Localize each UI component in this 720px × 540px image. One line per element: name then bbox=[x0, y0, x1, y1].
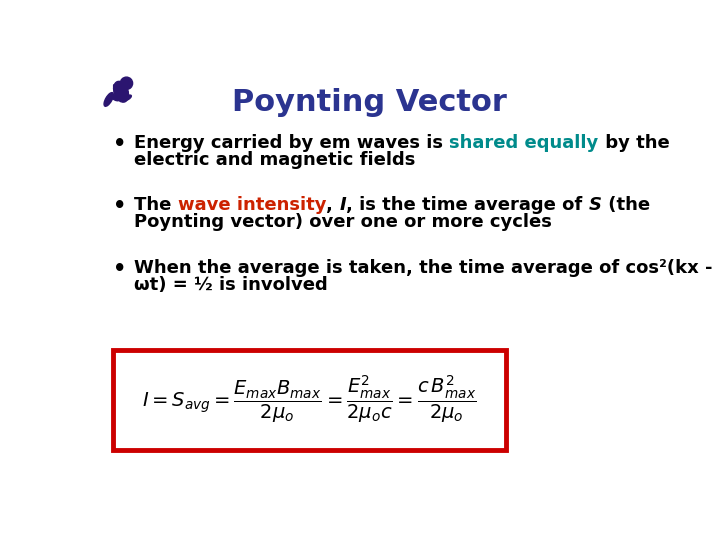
Text: When the average is taken, the time average of cos²(kx -: When the average is taken, the time aver… bbox=[134, 259, 713, 277]
FancyBboxPatch shape bbox=[113, 350, 506, 450]
Text: (the: (the bbox=[602, 195, 649, 214]
Text: $I = S_{avg} = \dfrac{E_{max}B_{max}}{2\mu_o} = \dfrac{E^2_{max}}{2\mu_o c} = \d: $I = S_{avg} = \dfrac{E_{max}B_{max}}{2\… bbox=[143, 374, 477, 426]
Circle shape bbox=[120, 77, 132, 90]
Ellipse shape bbox=[123, 84, 129, 92]
Text: shared equally: shared equally bbox=[449, 134, 598, 152]
Ellipse shape bbox=[114, 85, 120, 93]
Text: •: • bbox=[113, 195, 127, 215]
Text: •: • bbox=[113, 134, 127, 154]
Text: •: • bbox=[113, 259, 127, 279]
Text: , is the time average of: , is the time average of bbox=[346, 195, 589, 214]
Text: The: The bbox=[134, 195, 178, 214]
Ellipse shape bbox=[104, 92, 114, 106]
Text: by the: by the bbox=[598, 134, 670, 152]
Text: Poynting vector) over one or more cycles: Poynting vector) over one or more cycles bbox=[134, 213, 552, 231]
Text: ,: , bbox=[326, 195, 339, 214]
Text: Poynting Vector: Poynting Vector bbox=[232, 88, 506, 117]
Text: S: S bbox=[589, 195, 602, 214]
Ellipse shape bbox=[123, 95, 131, 101]
Text: I: I bbox=[339, 195, 346, 214]
Ellipse shape bbox=[111, 95, 119, 101]
Ellipse shape bbox=[114, 82, 129, 102]
Text: Energy carried by em waves is: Energy carried by em waves is bbox=[134, 134, 449, 152]
Text: ωt) = ½ is involved: ωt) = ½ is involved bbox=[134, 276, 328, 294]
Text: wave intensity: wave intensity bbox=[178, 195, 326, 214]
Text: ★: ★ bbox=[116, 80, 126, 90]
Text: electric and magnetic fields: electric and magnetic fields bbox=[134, 151, 415, 169]
